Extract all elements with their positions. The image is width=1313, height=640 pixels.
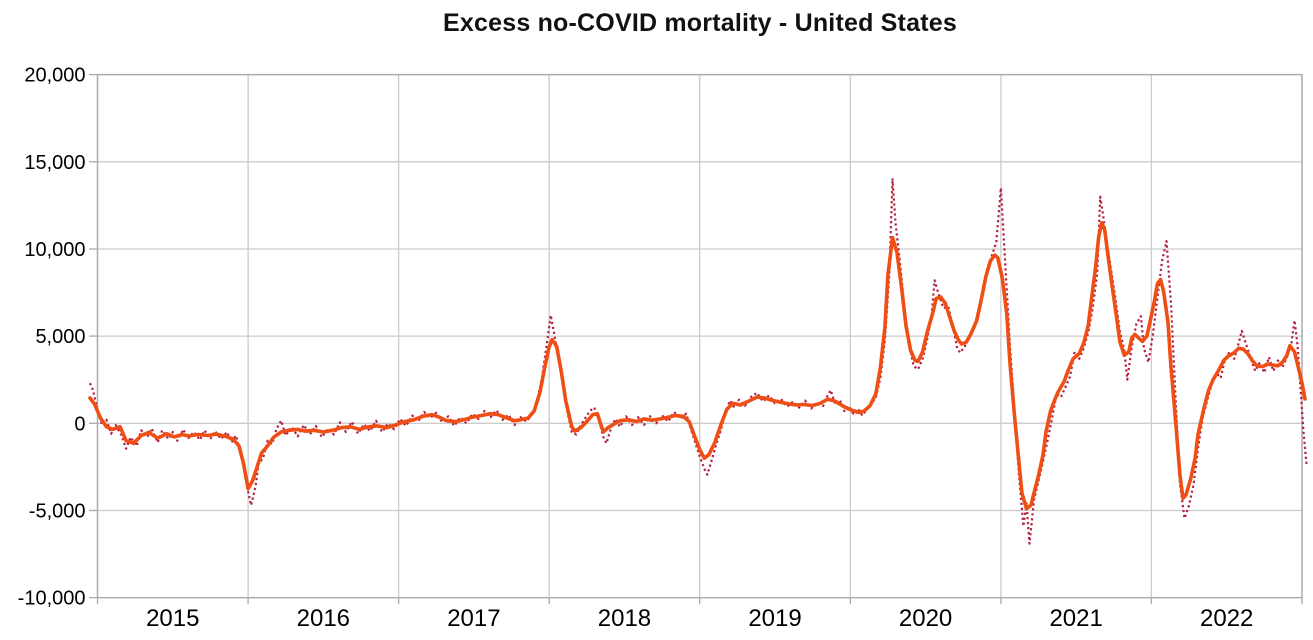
x-tick-label: 2020 <box>899 605 952 632</box>
y-tick-label: 5,000 <box>35 326 85 348</box>
series-weekly-raw <box>88 177 1308 545</box>
x-tick-label: 2018 <box>598 605 651 632</box>
x-tick-label: 2019 <box>748 605 801 632</box>
y-tick-label: 10,000 <box>24 239 85 261</box>
y-tick-label: 15,000 <box>24 152 85 174</box>
y-tick-label: -10,000 <box>18 588 86 610</box>
x-tick-label: 2016 <box>297 605 350 632</box>
x-tick-label: 2017 <box>447 605 500 632</box>
y-tick-label: -5,000 <box>29 500 86 522</box>
x-tick-label: 2015 <box>146 605 199 632</box>
y-tick-label: 20,000 <box>24 65 85 87</box>
series-smoothed <box>88 221 1307 511</box>
chart-title: Excess no-COVID mortality - United State… <box>443 9 957 37</box>
plot-border <box>96 73 1303 599</box>
x-tick-label: 2022 <box>1200 605 1253 632</box>
x-tick-label: 2021 <box>1049 605 1102 632</box>
y-tick-label: 0 <box>74 413 85 435</box>
